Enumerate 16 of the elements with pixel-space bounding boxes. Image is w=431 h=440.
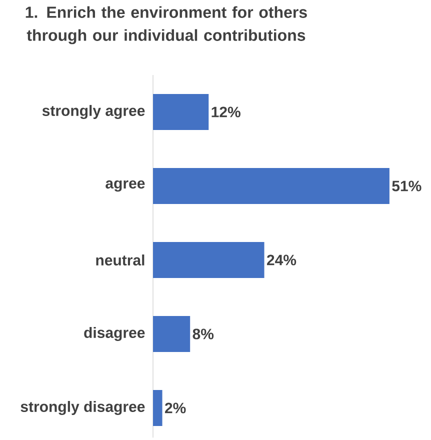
data-label: 2% xyxy=(164,402,186,414)
bar xyxy=(153,242,264,278)
chart-title: 1. Enrich the environment for others through our individual contributions xyxy=(26,6,307,44)
bar xyxy=(153,168,390,204)
data-label: 8% xyxy=(192,328,214,340)
y-tick-label: strongly agree xyxy=(42,104,145,120)
bar xyxy=(153,390,162,426)
data-label: 51% xyxy=(392,180,422,192)
bar xyxy=(153,316,190,352)
bar xyxy=(153,94,209,130)
y-tick-label: disagree xyxy=(84,326,145,342)
data-label: 24% xyxy=(266,254,296,266)
y-tick-label: neutral xyxy=(96,254,144,266)
data-label: 12% xyxy=(212,106,240,118)
y-tick-label: strongly disagree xyxy=(20,400,145,416)
y-tick-label: agree xyxy=(106,180,145,192)
